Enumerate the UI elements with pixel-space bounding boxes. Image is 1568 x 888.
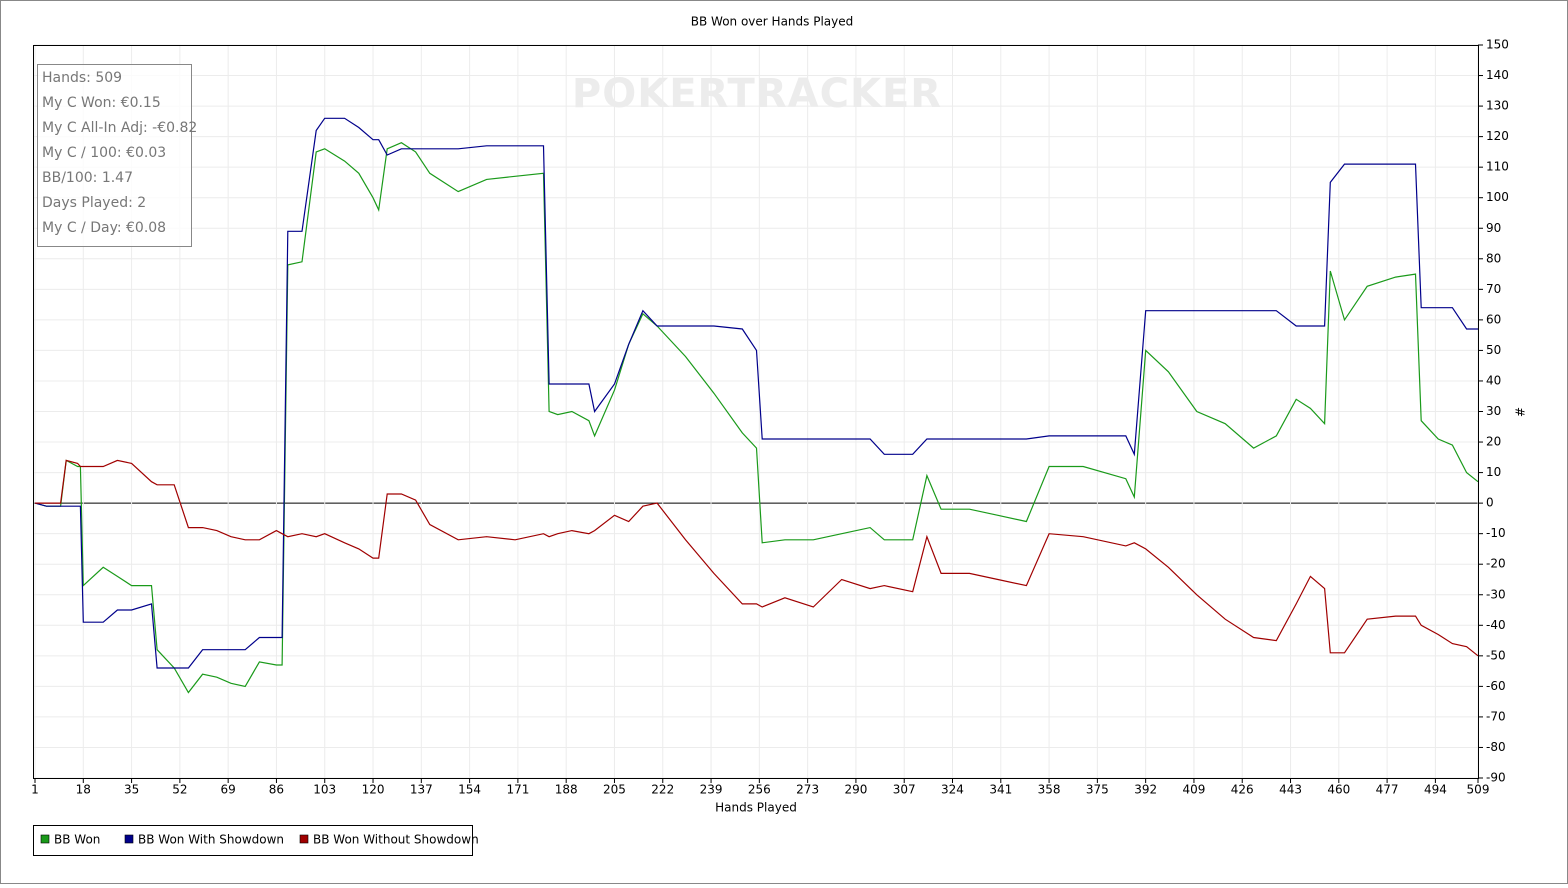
x-tick-label: 18 — [76, 783, 91, 797]
y-tick-label: 50 — [1486, 343, 1501, 357]
stat-line: My C / 100: €0.03 — [42, 145, 166, 161]
y-tick-label: 150 — [1486, 38, 1509, 52]
x-tick-label: 256 — [748, 783, 771, 797]
y-tick-label: -30 — [1486, 587, 1506, 601]
y-tick-label: 0 — [1486, 496, 1494, 510]
x-tick-label: 69 — [221, 783, 236, 797]
x-tick-label: 120 — [362, 783, 385, 797]
x-tick-label: 509 — [1467, 783, 1490, 797]
x-tick-label: 188 — [555, 783, 578, 797]
x-tick-label: 137 — [410, 783, 433, 797]
legend-swatch — [40, 834, 50, 844]
legend: BB Won BB Won With Showdown BB Won Without… — [40, 833, 479, 847]
y-tick-label: 60 — [1486, 312, 1501, 326]
x-tick-label: 426 — [1231, 783, 1254, 797]
y-tick-label: 40 — [1486, 373, 1501, 387]
stats-box — [37, 64, 192, 247]
y-tick-label: -90 — [1486, 771, 1506, 785]
x-tick-label: 460 — [1327, 783, 1350, 797]
x-tick-label: 171 — [506, 783, 529, 797]
y-tick-label: -70 — [1486, 709, 1506, 723]
y-tick-label: 120 — [1486, 129, 1509, 143]
y-tick-label: 10 — [1486, 465, 1501, 479]
x-tick-label: 392 — [1134, 783, 1157, 797]
x-tick-label: 477 — [1376, 783, 1399, 797]
grid: -90 -80 -70 -60 -50 -40 -30 -20 -10 0 10 20 30 40 50 60… — [31, 38, 1509, 797]
y-axis-label: # — [1513, 407, 1527, 417]
x-tick-label: 443 — [1279, 783, 1302, 797]
y-tick-label: -50 — [1486, 648, 1506, 662]
stat-line: My C Won: €0.15 — [42, 95, 161, 111]
x-tick-label: 154 — [458, 783, 481, 797]
stat-line: BB/100: 1.47 — [42, 170, 133, 186]
x-tick-label: 494 — [1424, 783, 1447, 797]
legend-label: BB Won With Showdown — [138, 833, 284, 847]
legend-label: BB Won — [54, 833, 100, 847]
x-tick-label: 375 — [1086, 783, 1109, 797]
plot-border — [33, 45, 1479, 779]
x-tick-label: 103 — [313, 783, 336, 797]
y-tick-label: -60 — [1486, 679, 1506, 693]
y-tick-label: -80 — [1486, 740, 1506, 754]
x-tick-label: 409 — [1182, 783, 1205, 797]
legend-label: BB Won Without Showdown — [313, 833, 479, 847]
x-tick-label: 52 — [172, 783, 187, 797]
x-tick-label: 222 — [651, 783, 674, 797]
x-tick-label: 358 — [1038, 783, 1061, 797]
x-tick-label: 35 — [124, 783, 139, 797]
legend-swatch — [124, 834, 134, 844]
x-tick-label: 307 — [893, 783, 916, 797]
x-tick-label: 86 — [269, 783, 284, 797]
y-tick-label: 140 — [1486, 68, 1509, 82]
series-line — [34, 117, 1478, 669]
y-tick-label: 100 — [1486, 190, 1509, 204]
legend-box — [33, 825, 473, 856]
stats: Hands: 509 My C Won: €0.15 My C All-In Adj… — [42, 70, 197, 236]
x-tick-label: 273 — [796, 783, 819, 797]
lines — [34, 117, 1479, 694]
x-tick-label: 324 — [941, 783, 964, 797]
y-tick-label: -20 — [1486, 557, 1506, 571]
y-tick-label: -40 — [1486, 618, 1506, 632]
y-tick-label: 110 — [1486, 160, 1509, 174]
legend-swatch — [299, 834, 309, 844]
y-tick-label: 70 — [1486, 282, 1501, 296]
x-axis-label: Hands Played — [715, 801, 797, 815]
stat-line: My C All-In Adj: -€0.82 — [42, 120, 197, 136]
x-tick-label: 205 — [603, 783, 626, 797]
chart-title: BB Won over Hands Played — [691, 15, 853, 29]
stat-line: Hands: 509 — [42, 70, 122, 86]
stat-line: Days Played: 2 — [42, 195, 146, 211]
y-tick-label: 90 — [1486, 221, 1501, 235]
series-line — [34, 142, 1479, 694]
series-line — [35, 459, 1479, 657]
x-tick-label: 290 — [844, 783, 867, 797]
x-tick-label: 1 — [31, 783, 39, 797]
y-tick-label: -10 — [1486, 526, 1506, 540]
y-tick-label: 30 — [1486, 404, 1501, 418]
y-tick-label: 80 — [1486, 251, 1501, 265]
y-tick-label: 20 — [1486, 435, 1501, 449]
y-tick-label: 130 — [1486, 99, 1509, 113]
x-tick-label: 239 — [700, 783, 723, 797]
x-tick-label: 341 — [989, 783, 1012, 797]
watermark: POKERTRACKER — [572, 71, 942, 117]
stat-line: My C / Day: €0.08 — [42, 220, 166, 236]
